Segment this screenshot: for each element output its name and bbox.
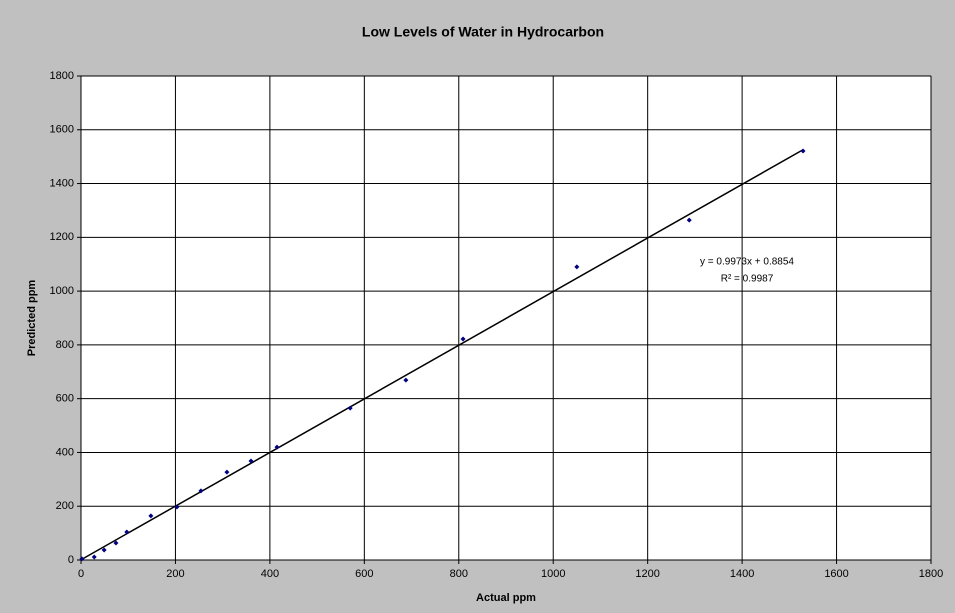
point: [460, 336, 466, 342]
x-tick-label: 0: [78, 568, 84, 580]
point: [248, 458, 254, 464]
y-tick-label: 1600: [50, 124, 74, 136]
point: [574, 264, 580, 270]
y-tick-label: 1800: [50, 70, 74, 82]
point: [800, 148, 806, 154]
x-tick-label: 1600: [824, 568, 848, 580]
y-tick-label: 600: [56, 393, 74, 405]
x-tick-label: 200: [166, 568, 184, 580]
x-tick-label: 400: [261, 568, 279, 580]
x-tick-label: 600: [355, 568, 373, 580]
y-tick-label: 1000: [50, 285, 74, 297]
x-tick-label: 1400: [730, 568, 754, 580]
y-tick-label: 1200: [50, 231, 74, 243]
point: [198, 488, 204, 494]
point: [79, 556, 85, 562]
point: [148, 513, 154, 519]
point: [224, 469, 230, 475]
y-tick-label: 400: [56, 446, 74, 458]
x-tick-label: 1200: [635, 568, 659, 580]
point: [174, 504, 180, 510]
x-tick-label: 1800: [919, 568, 943, 580]
y-tick-label: 800: [56, 339, 74, 351]
y-tick-label: 1400: [50, 177, 74, 189]
x-axis-title: Actual ppm: [476, 592, 536, 604]
y-axis-title: Predicted ppm: [26, 280, 38, 357]
point: [101, 547, 107, 553]
point: [113, 540, 119, 546]
trendline-r2: R² = 0.9987: [721, 274, 774, 285]
x-tick-label: 800: [450, 568, 468, 580]
y-tick-label: 0: [68, 554, 74, 566]
point: [91, 554, 97, 560]
point: [124, 529, 130, 535]
chart-title: Low Levels of Water in Hydrocarbon: [362, 24, 604, 40]
point: [686, 217, 692, 223]
trendline-equation: y = 0.9973x + 0.8854: [700, 257, 794, 268]
point: [403, 377, 409, 383]
y-tick-label: 200: [56, 500, 74, 512]
point: [347, 405, 353, 411]
x-tick-label: 1000: [541, 568, 565, 580]
point: [274, 444, 280, 450]
